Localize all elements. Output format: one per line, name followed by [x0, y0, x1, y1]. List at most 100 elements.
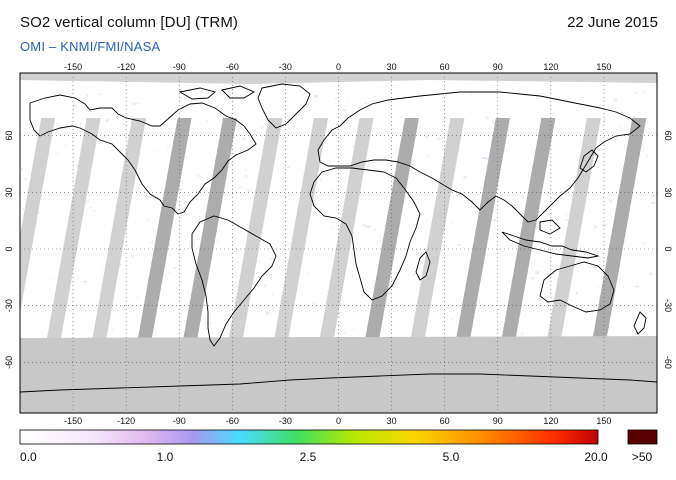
longitude-label: 0 [336, 62, 341, 72]
so2-pixel [303, 324, 305, 326]
so2-pixel [140, 248, 143, 251]
so2-pixel [24, 178, 28, 180]
orbit-gap-swath [46, 118, 101, 340]
so2-pixel [301, 93, 303, 96]
so2-pixel [613, 98, 617, 102]
so2-pixel [479, 187, 483, 190]
longitude-label: -150 [64, 416, 82, 426]
longitude-label: 150 [596, 62, 611, 72]
so2-pixel [327, 92, 329, 95]
so2-pixel [49, 277, 53, 280]
so2-pixel [223, 314, 226, 316]
so2-pixel [540, 117, 543, 119]
so2-pixel [236, 115, 240, 118]
so2-pixel [493, 272, 495, 274]
so2-pixel [85, 201, 90, 203]
so2-pixel [507, 206, 510, 208]
so2-pixel [608, 200, 613, 203]
so2-pixel [75, 124, 78, 128]
latitude-label: 60 [663, 131, 673, 141]
so2-pixel [183, 241, 185, 243]
so2-pixel [643, 91, 645, 94]
orbit-gap-swath [137, 118, 192, 340]
graticule [20, 73, 657, 413]
so2-pixel [118, 263, 122, 266]
longitude-label: 0 [336, 416, 341, 426]
so2-pixel [105, 119, 109, 122]
so2-pixel [210, 322, 214, 324]
so2-pixel [205, 128, 208, 130]
so2-pixel [401, 115, 403, 119]
coastlines [20, 83, 657, 393]
so2-pixel [582, 266, 584, 269]
so2-pixel [437, 137, 441, 140]
latitude-label: -30 [4, 299, 14, 312]
so2-pixel [246, 146, 249, 149]
so2-pixel [367, 307, 370, 310]
so2-pixel [76, 164, 79, 168]
colorbar-tick-label: 5.0 [443, 450, 460, 464]
latitude-labels-left: 60 30 0 -30 -60 [4, 131, 14, 369]
so2-pixel [429, 320, 432, 323]
latitude-labels-right: 60 30 0 -30 -60 [663, 131, 673, 369]
latitude-label: 0 [663, 246, 673, 251]
longitude-label: 90 [493, 62, 503, 72]
so2-pixel [83, 280, 87, 283]
so2-pixel [93, 210, 97, 212]
colorbar-tick-label: 0.0 [20, 450, 37, 464]
so2-pixel [266, 312, 270, 315]
so2-pixel [307, 271, 310, 274]
arctic-islands-coast [178, 85, 255, 100]
so2-pixel [620, 111, 623, 114]
so2-pixel [598, 221, 603, 223]
so2-pixel [270, 258, 274, 260]
so2-pixel [56, 152, 59, 155]
so2-pixel [485, 116, 489, 120]
orbit-gap-swaths [20, 118, 647, 340]
so2-pixel [39, 97, 44, 99]
so2-pixel [136, 295, 139, 299]
so2-pixel [101, 268, 105, 270]
so2-pixel [347, 98, 350, 100]
so2-pixel [651, 194, 656, 197]
new-zealand-coast [633, 311, 647, 335]
so2-pixel [331, 190, 334, 194]
so2-pixel [313, 302, 315, 305]
so2-pixel [38, 211, 41, 214]
latitude-label: 60 [4, 131, 14, 141]
so2-pixel [571, 196, 574, 197]
longitude-labels-bottom: -150 -120 -90 -60 -30 0 30 60 90 120 150 [64, 416, 611, 426]
so2-pixel [186, 156, 189, 160]
so2-pixel [602, 223, 607, 226]
so2-pixel [470, 93, 473, 95]
so2-pixel [443, 315, 445, 317]
so2-pixel [168, 271, 171, 275]
so2-pixel [535, 271, 540, 275]
so2-pixel [565, 219, 568, 221]
so2-pixel [197, 174, 200, 177]
so2-pixel [244, 168, 247, 172]
colorbar-tick-label: 20.0 [584, 450, 608, 464]
so2-pixel [243, 138, 246, 140]
so2-pixel [287, 166, 290, 169]
so2-pixel [474, 197, 476, 198]
so2-pixel [236, 260, 238, 264]
longitude-label: 60 [440, 62, 450, 72]
latitude-label: -60 [663, 356, 673, 369]
longitude-label: 90 [493, 416, 503, 426]
longitude-label: -60 [226, 416, 239, 426]
so2-pixel [493, 219, 496, 222]
longitude-label: 60 [440, 416, 450, 426]
so2-pixel [597, 286, 599, 289]
so2-pixel [649, 272, 653, 276]
so2-pixel [587, 254, 590, 258]
so2-pixel [319, 179, 322, 181]
colorbar-tick-label: 1.0 [157, 450, 174, 464]
antarctica-coast [20, 373, 657, 393]
so2-pixel [108, 130, 111, 132]
longitude-label: 120 [543, 62, 558, 72]
so2-pixel [427, 155, 430, 157]
so2-pixel [334, 102, 337, 105]
so2-pixel [373, 95, 376, 98]
